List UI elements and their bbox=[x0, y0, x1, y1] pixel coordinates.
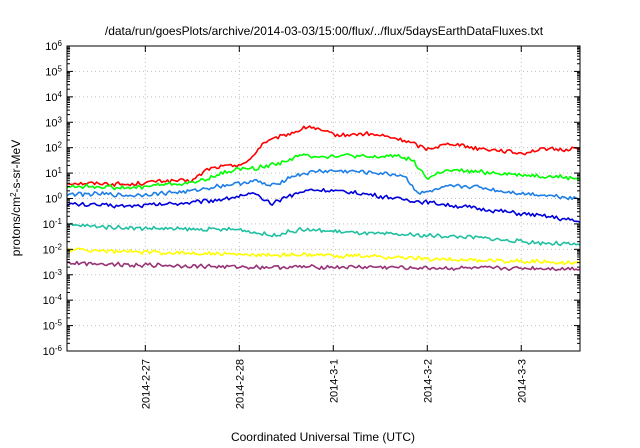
x-axis-ticks: 2014-2-27 2014-2-28 2014-3-1 2014-3-2 2014-3… bbox=[140, 46, 528, 409]
series-line bbox=[66, 222, 581, 247]
x-tick-label: 2014-3-1 bbox=[328, 359, 340, 403]
plot-border bbox=[66, 45, 581, 352]
y-tick-label: 102 bbox=[45, 140, 62, 155]
y-tick-label: 101 bbox=[45, 166, 62, 181]
x-tick-label: 2014-3-2 bbox=[422, 359, 434, 403]
y-axis-label: protons/cm2-s-sr-MeV bbox=[9, 140, 24, 256]
chart-title: /data/run/goesPlots/archive/2014-03-03/1… bbox=[105, 24, 544, 38]
series-line bbox=[66, 247, 581, 266]
y-axis-label-sup: 2 bbox=[9, 192, 18, 197]
series-line bbox=[66, 187, 581, 224]
x-tick-label: 2014-2-27 bbox=[140, 359, 152, 409]
grid bbox=[67, 45, 580, 352]
y-tick-label: 10-6 bbox=[43, 344, 63, 359]
y-tick-label: 10-2 bbox=[43, 242, 63, 256]
y-tick-label: 10-4 bbox=[43, 293, 63, 308]
y-tick-label: 10-3 bbox=[43, 267, 63, 282]
y-tick-label: 10-1 bbox=[43, 216, 63, 231]
series-line bbox=[66, 125, 581, 187]
series-layer bbox=[66, 125, 581, 272]
y-axis-label-base: protons/cm bbox=[9, 197, 23, 256]
y-tick-label: 100 bbox=[45, 191, 62, 206]
x-tick-label: 2014-3-3 bbox=[516, 359, 528, 403]
y-tick-label: 10-5 bbox=[43, 318, 63, 333]
series-line bbox=[66, 153, 581, 191]
y-tick-label: 105 bbox=[45, 64, 62, 79]
y-tick-label: 106 bbox=[45, 39, 62, 54]
series-line bbox=[67, 260, 581, 272]
x-tick-label: 2014-2-28 bbox=[234, 359, 246, 409]
x-axis-label: Coordinated Universal Time (UTC) bbox=[231, 430, 415, 444]
series-line bbox=[66, 168, 581, 201]
y-axis-label-rest: -s-sr-MeV bbox=[9, 140, 23, 193]
y-tick-label: 104 bbox=[45, 89, 62, 104]
y-tick-label: 103 bbox=[45, 115, 62, 130]
